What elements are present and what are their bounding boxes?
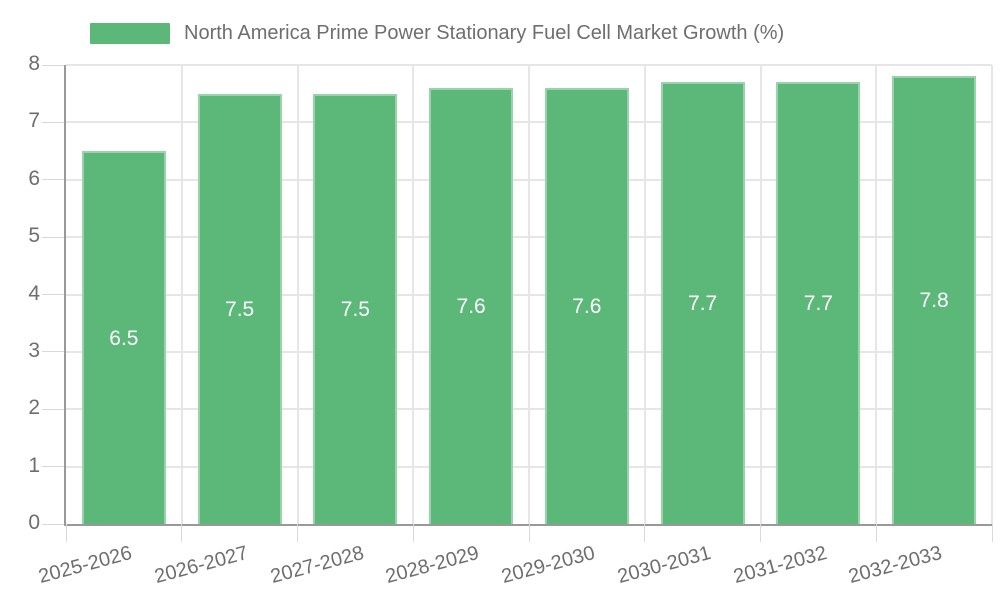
- bar[interactable]: 7.5: [313, 93, 398, 524]
- bar[interactable]: 7.7: [776, 82, 861, 524]
- x-axis-category-label: 2030-2031: [615, 542, 714, 589]
- y-axis-line: [64, 65, 66, 524]
- y-axis-tick: [42, 121, 64, 123]
- y-axis-tick-label: 8: [28, 52, 40, 76]
- x-axis-tick: [875, 524, 877, 542]
- bar-value-label: 7.6: [456, 294, 486, 318]
- x-axis-category-label: 2032-2033: [846, 542, 945, 589]
- x-axis-tick: [760, 524, 761, 542]
- bar-value-label: 7.8: [919, 289, 949, 313]
- y-axis-tick: [42, 408, 64, 410]
- legend[interactable]: North America Prime Power Stationary Fue…: [90, 21, 784, 45]
- y-axis-tick: [42, 179, 64, 181]
- y-axis-tick-label: 7: [28, 109, 40, 133]
- gridline-vertical: [759, 65, 762, 524]
- gridline-vertical: [180, 65, 183, 524]
- y-axis-tick: [42, 64, 64, 66]
- gridline-vertical: [528, 65, 530, 524]
- gridline-vertical: [643, 65, 646, 524]
- x-axis-category-label: 2031-2032: [730, 542, 830, 589]
- y-axis-tick-label: 3: [28, 338, 40, 362]
- y-axis-tick-label: 6: [28, 166, 40, 190]
- bar-value-label: 7.5: [340, 297, 370, 321]
- x-axis-tick: [644, 524, 646, 542]
- bar[interactable]: 7.5: [197, 93, 282, 524]
- x-axis-tick: [181, 524, 183, 542]
- x-axis-category-label: 2029-2030: [499, 542, 598, 589]
- y-axis-tick: [42, 294, 64, 295]
- x-axis-tick: [412, 524, 414, 542]
- y-axis-tick-label: 1: [28, 453, 40, 477]
- gridline-vertical: [412, 65, 415, 524]
- bar-value-label: 7.6: [572, 294, 602, 318]
- bar[interactable]: 7.6: [429, 87, 514, 524]
- x-axis-tick: [297, 524, 298, 542]
- x-axis-line: [64, 524, 992, 526]
- bar-value-label: 7.5: [225, 297, 255, 321]
- bar[interactable]: 7.8: [892, 76, 977, 524]
- bar[interactable]: 7.7: [660, 82, 745, 524]
- legend-swatch: [90, 22, 170, 44]
- y-axis-tick: [42, 523, 64, 525]
- y-axis-tick: [42, 351, 64, 353]
- plot-area: 0 1 2 3 4 5 6 7 8 6.5 2025-2026 7.5 2026-2027 7.5 2027…: [28, 52, 993, 588]
- bar[interactable]: 6.5: [81, 151, 166, 524]
- x-axis-category-label: 2028-2029: [383, 542, 482, 589]
- gridline-vertical: [991, 65, 993, 524]
- x-axis-category-label: 2027-2028: [267, 542, 367, 589]
- bar-value-label: 6.5: [109, 326, 139, 350]
- x-axis-tick: [528, 524, 530, 542]
- x-axis-category-label: 2026-2027: [152, 542, 251, 589]
- x-axis-tick: [991, 524, 993, 542]
- y-axis-tick: [42, 236, 64, 238]
- y-axis-tick-label: 2: [28, 396, 40, 420]
- x-axis-tick: [65, 524, 67, 542]
- gridline-vertical: [296, 65, 299, 524]
- y-axis-tick-label: 4: [28, 281, 40, 305]
- y-axis-tick: [42, 466, 64, 468]
- bar[interactable]: 7.6: [544, 87, 629, 524]
- bar-value-label: 7.7: [803, 292, 833, 316]
- chart-title: North America Prime Power Stationary Fue…: [184, 22, 785, 44]
- bar-value-label: 7.7: [688, 292, 718, 316]
- gridline-vertical: [875, 65, 878, 524]
- y-axis-tick-label: 5: [28, 224, 40, 248]
- x-axis-category-label: 2025-2026: [36, 542, 135, 589]
- y-axis-tick-label: 0: [28, 511, 40, 535]
